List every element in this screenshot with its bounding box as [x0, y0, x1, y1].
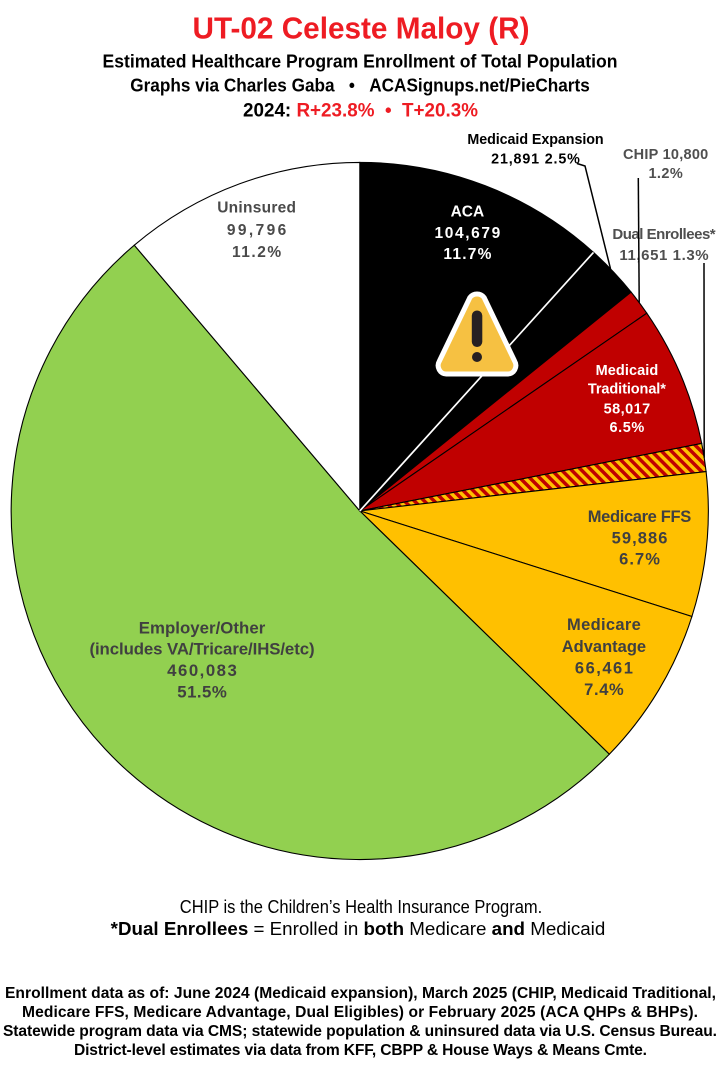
svg-text:51.5%: 51.5%	[177, 683, 227, 702]
svg-text:99,796: 99,796	[227, 222, 287, 239]
svg-text:Medicare: Medicare	[567, 616, 641, 634]
svg-text:Enrollment data as of: June 20: Enrollment data as of: June 2024 (Medica…	[5, 985, 716, 1002]
svg-text:CHIP is the Children’s Health: CHIP is the Children’s Health Insurance …	[180, 897, 542, 917]
svg-text:Uninsured: Uninsured	[217, 200, 296, 217]
svg-text:66,461: 66,461	[575, 660, 633, 678]
svg-text:UT-02 Celeste Maloy (R): UT-02 Celeste Maloy (R)	[193, 11, 530, 46]
svg-text:Advantage: Advantage	[562, 638, 646, 656]
svg-text:104,679: 104,679	[435, 225, 501, 242]
svg-text:Medicare FFS, Medicare Advanta: Medicare FFS, Medicare Advantage, Dual E…	[22, 1004, 698, 1021]
svg-text:460,083: 460,083	[167, 661, 237, 680]
svg-text:2024: R+23.8% • T+20.3%: 2024: R+23.8% • T+20.3%	[243, 99, 478, 121]
svg-text:ACA: ACA	[451, 203, 485, 220]
svg-text:CHIP 10,800: CHIP 10,800	[623, 147, 708, 163]
svg-text:11,651 1.3%: 11,651 1.3%	[619, 247, 708, 264]
svg-text:Traditional*: Traditional*	[588, 382, 666, 398]
svg-text:11.2%: 11.2%	[232, 244, 281, 261]
svg-text:Employer/Other: Employer/Other	[139, 618, 266, 637]
svg-text:District-level estimates via d: District-level estimates via data from K…	[74, 1042, 647, 1059]
svg-text:Estimated Healthcare Program E: Estimated Healthcare Program Enrollment …	[103, 51, 618, 71]
svg-text:Medicaid: Medicaid	[596, 363, 659, 379]
svg-text:*Dual Enrollees = Enrolled in: *Dual Enrollees = Enrolled in both Medic…	[111, 919, 606, 939]
svg-text:Dual Enrollees*: Dual Enrollees*	[612, 226, 715, 243]
svg-text:7.4%: 7.4%	[584, 681, 624, 699]
svg-text:Medicare FFS: Medicare FFS	[588, 508, 692, 526]
svg-text:21,891 2.5%: 21,891 2.5%	[491, 151, 580, 167]
svg-text:Medicaid Expansion: Medicaid Expansion	[467, 132, 603, 148]
svg-text:Graphs via Charles Gaba •: Graphs via Charles Gaba • ACASignups.net…	[130, 76, 590, 96]
svg-text:6.7%: 6.7%	[619, 551, 660, 569]
svg-text:59,886: 59,886	[612, 530, 668, 548]
svg-text:(includes VA/Tricare/IHS/etc): (includes VA/Tricare/IHS/etc)	[89, 640, 314, 659]
svg-text:11.7%: 11.7%	[443, 246, 491, 263]
svg-text:1.2%: 1.2%	[648, 166, 682, 182]
svg-text:Statewide program data via CMS: Statewide program data via CMS; statewid…	[3, 1023, 717, 1040]
svg-text:6.5%: 6.5%	[610, 420, 645, 436]
svg-text:58,017: 58,017	[604, 402, 651, 418]
